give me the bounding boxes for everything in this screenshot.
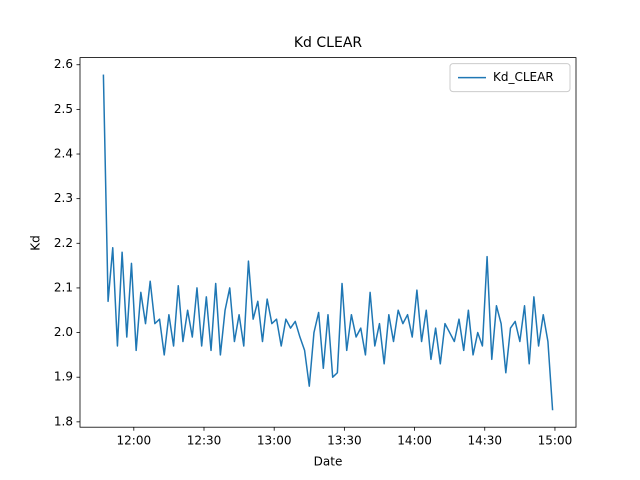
x-tick-label: 12:30 — [187, 434, 222, 448]
data-line — [102, 74, 554, 411]
y-tick-label: 2.4 — [54, 147, 73, 161]
x-tick-label: 14:00 — [397, 434, 432, 448]
y-tick-label: 2.5 — [54, 102, 73, 116]
y-axis-label: Kd — [29, 235, 43, 251]
y-tick-label: 2.6 — [54, 57, 73, 71]
y-tick-label: 1.9 — [54, 370, 73, 384]
x-axis-label: Date — [314, 455, 343, 469]
x-tick-label: 13:30 — [327, 434, 362, 448]
y-tick-label: 2.2 — [54, 236, 73, 250]
y-tick-label: 2.3 — [54, 191, 73, 205]
y-tick-label: 1.8 — [54, 414, 73, 428]
y-tick-label: 2.0 — [54, 325, 73, 339]
legend-box — [449, 63, 571, 93]
axes-frame — [79, 57, 577, 428]
legend-label: Kd_CLEAR — [493, 70, 554, 84]
x-tick-label: 14:30 — [467, 434, 502, 448]
y-tick-label: 2.1 — [54, 280, 73, 294]
x-tick-label: 12:00 — [117, 434, 152, 448]
chart-title: Kd CLEAR — [294, 35, 363, 51]
x-tick-label: 13:00 — [257, 434, 292, 448]
x-tick-label: 15:00 — [538, 434, 573, 448]
